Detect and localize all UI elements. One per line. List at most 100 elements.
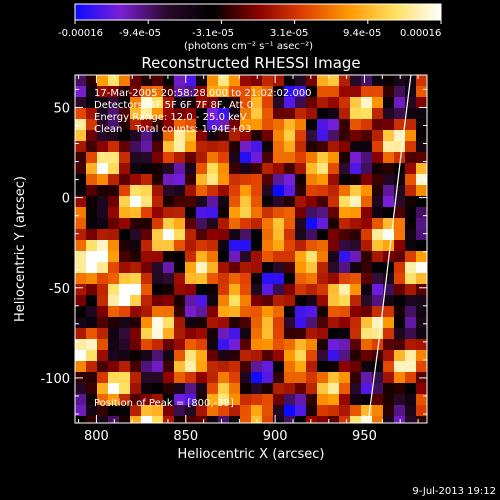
heatmap-cell — [130, 350, 142, 362]
heatmap-cell — [108, 196, 120, 208]
heatmap-cell — [383, 141, 395, 153]
heatmap-cell — [306, 75, 318, 87]
heatmap-cell — [75, 141, 87, 153]
heatmap-cell — [372, 240, 384, 252]
heatmap-cell — [97, 75, 109, 87]
heatmap-cell — [350, 196, 362, 208]
heatmap-cell — [328, 141, 340, 153]
heatmap-cell — [339, 86, 351, 98]
heatmap-cell — [218, 130, 230, 142]
heatmap-cell — [86, 75, 98, 87]
heatmap-cell — [317, 75, 329, 87]
heatmap-cell — [75, 86, 87, 98]
heatmap-cell — [284, 394, 296, 406]
heatmap-cell — [361, 306, 373, 318]
heatmap-cell — [152, 185, 164, 197]
heatmap-cell — [152, 141, 164, 153]
heatmap-cell — [317, 130, 329, 142]
heatmap-cell — [108, 306, 120, 318]
heatmap-cell — [284, 207, 296, 219]
heatmap-cell — [75, 218, 87, 230]
heatmap-cell — [163, 229, 175, 241]
heatmap-cell — [262, 218, 274, 230]
heatmap-cell — [328, 207, 340, 219]
heatmap-cell — [130, 185, 142, 197]
heatmap-cell — [361, 218, 373, 230]
heatmap-cell — [152, 262, 164, 274]
heatmap-cell — [295, 240, 307, 252]
heatmap-cell — [262, 240, 274, 252]
colorbar-tick-label-1: -9.4e-05 — [119, 28, 161, 39]
heatmap-cell — [207, 86, 219, 98]
heatmap-cell — [273, 383, 285, 395]
heatmap-cell — [218, 405, 230, 417]
y-axis-label: Heliocentric Y (arcsec) — [13, 176, 28, 322]
heatmap-cell — [383, 240, 395, 252]
heatmap-cell — [394, 251, 406, 263]
heatmap-cell — [262, 141, 274, 153]
heatmap-cell — [75, 251, 87, 263]
heatmap-cell — [207, 405, 219, 417]
heatmap-cell — [284, 97, 296, 109]
heatmap-cell — [251, 97, 263, 109]
heatmap-cell — [317, 108, 329, 120]
heatmap-cell — [339, 405, 351, 417]
heatmap-cell — [361, 163, 373, 175]
heatmap-cell — [295, 108, 307, 120]
heatmap-cell — [218, 328, 230, 340]
heatmap-cell — [295, 75, 307, 87]
heatmap-cell — [207, 372, 219, 384]
heatmap-cell — [86, 295, 98, 307]
heatmap-cell — [218, 240, 230, 252]
heatmap-cell — [372, 163, 384, 175]
heatmap-cell — [185, 207, 197, 219]
heatmap-cell — [185, 306, 197, 318]
heatmap-cell — [262, 251, 274, 263]
heatmap-cell — [328, 295, 340, 307]
heatmap-cell — [218, 306, 230, 318]
heatmap-cell — [350, 163, 362, 175]
heatmap-cell — [251, 361, 263, 373]
heatmap-cell — [185, 372, 197, 384]
heatmap-cell — [350, 394, 362, 406]
heatmap-cell — [383, 306, 395, 318]
heatmap-cell — [328, 185, 340, 197]
heatmap-cell — [207, 394, 219, 406]
heatmap-cell — [207, 240, 219, 252]
heatmap-cell — [251, 119, 263, 131]
heatmap-cell — [251, 372, 263, 384]
heatmap-cell — [163, 295, 175, 307]
heatmap-cell — [196, 163, 208, 175]
heatmap-cell — [350, 273, 362, 285]
heatmap-cell — [295, 185, 307, 197]
heatmap-cell — [240, 141, 252, 153]
heatmap-cell — [383, 416, 395, 423]
heatmap-cell — [108, 394, 120, 406]
heatmap-cell — [383, 218, 395, 230]
heatmap-cell — [251, 284, 263, 296]
heatmap-cell — [97, 185, 109, 197]
heatmap-cell — [229, 306, 241, 318]
heatmap-cell — [295, 207, 307, 219]
heatmap-cell — [75, 350, 87, 362]
heatmap-cell — [361, 273, 373, 285]
heatmap-cell — [240, 229, 252, 241]
heatmap-cell — [416, 317, 427, 329]
heatmap-cell — [328, 86, 340, 98]
heatmap-cell — [86, 196, 98, 208]
heatmap-cell — [108, 141, 120, 153]
heatmap-cell — [317, 372, 329, 384]
heatmap-cell — [306, 196, 318, 208]
heatmap-cell — [361, 339, 373, 351]
heatmap-cell — [273, 361, 285, 373]
plot-frame — [74, 74, 428, 424]
heatmap-cell — [141, 416, 153, 423]
heatmap-cell — [240, 86, 252, 98]
heatmap-cell — [196, 229, 208, 241]
heatmap-cell — [75, 306, 87, 318]
heatmap-cell — [119, 240, 131, 252]
heatmap-cell — [394, 394, 406, 406]
heatmap-cell — [394, 328, 406, 340]
heatmap-cell — [163, 394, 175, 406]
heatmap-cell — [86, 141, 98, 153]
